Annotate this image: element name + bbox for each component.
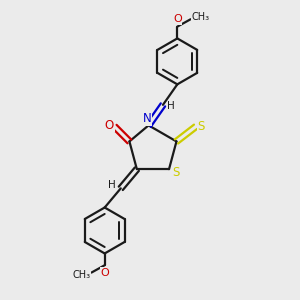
Text: CH₃: CH₃ [73, 270, 91, 280]
Text: S: S [197, 120, 205, 133]
Text: O: O [100, 268, 109, 278]
Text: H: H [167, 101, 175, 111]
Text: S: S [173, 166, 180, 179]
Text: CH₃: CH₃ [191, 12, 209, 22]
Text: O: O [105, 119, 114, 132]
Text: H: H [108, 180, 116, 190]
Text: O: O [173, 14, 182, 24]
Text: N: N [143, 112, 152, 125]
